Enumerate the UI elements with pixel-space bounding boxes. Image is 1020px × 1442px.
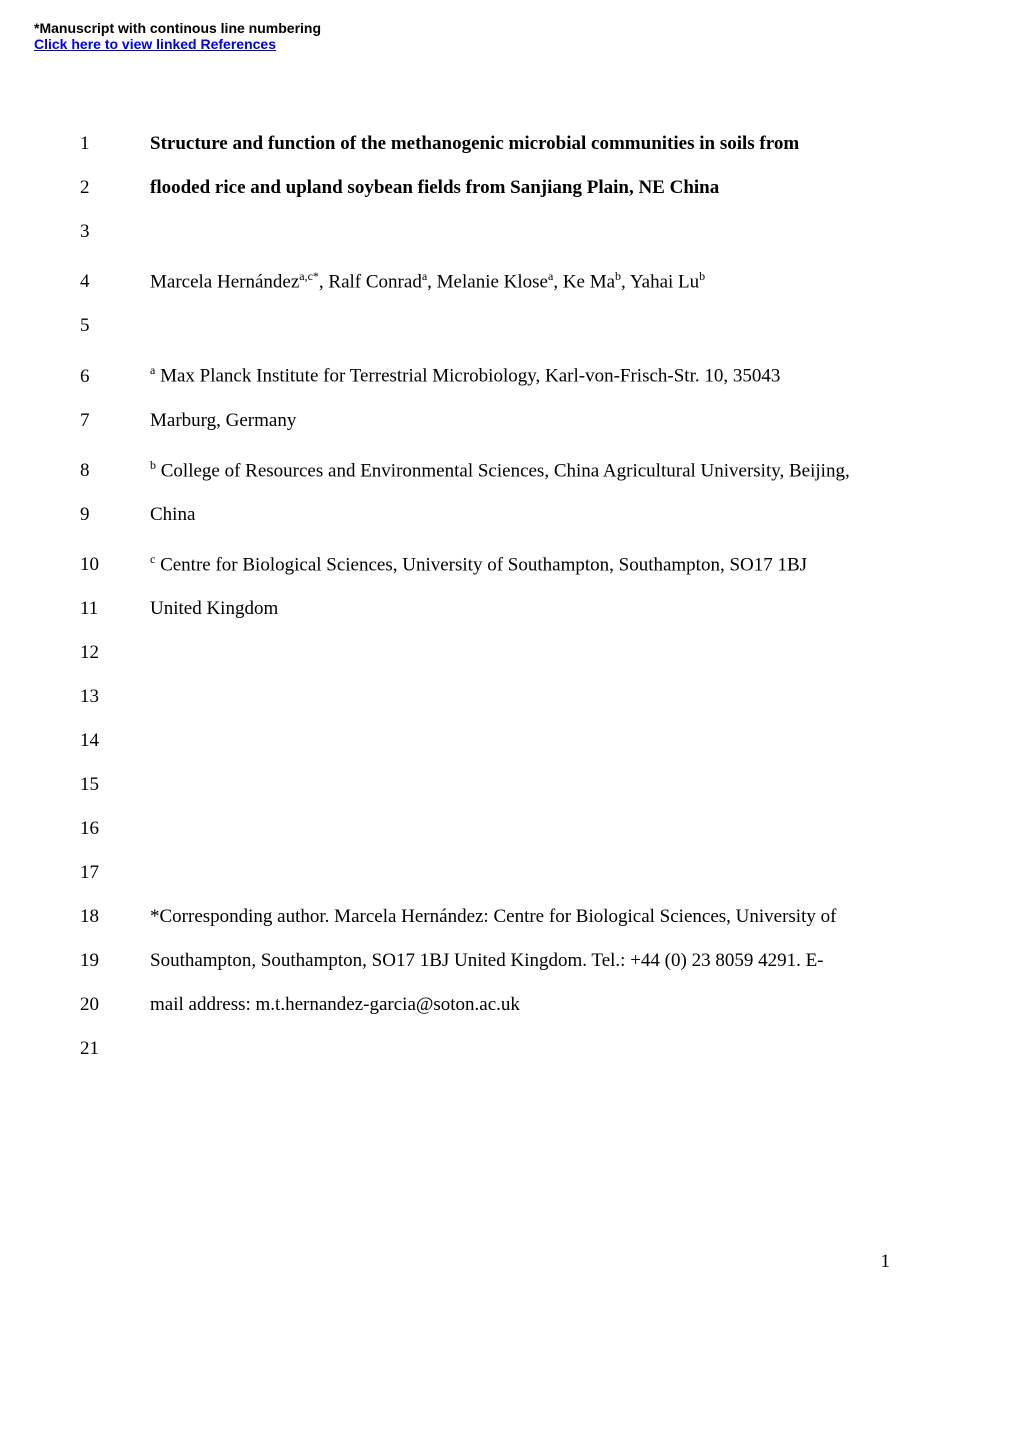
- manuscript-line: 18*Corresponding author. Marcela Hernánd…: [80, 895, 890, 939]
- manuscript-line: 3: [80, 210, 890, 254]
- manuscript-line: 21: [80, 1027, 890, 1071]
- line-content: a Max Planck Institute for Terrestrial M…: [150, 348, 890, 398]
- line-number: 13: [80, 675, 150, 719]
- manuscript-line: 15: [80, 763, 890, 807]
- line-number: 12: [80, 631, 150, 675]
- line-content: United Kingdom: [150, 587, 890, 631]
- line-number: 3: [80, 210, 150, 254]
- manuscript-line: 16: [80, 807, 890, 851]
- manuscript-line: 9China: [80, 493, 890, 537]
- manuscript-line: 17: [80, 851, 890, 895]
- line-number: 19: [80, 939, 150, 983]
- manuscript-line: 20mail address: m.t.hernandez-garcia@sot…: [80, 983, 890, 1027]
- manuscript-line: 1Structure and function of the methanoge…: [80, 122, 890, 166]
- line-number: 11: [80, 587, 150, 631]
- line-content: Southampton, Southampton, SO17 1BJ Unite…: [150, 939, 890, 983]
- line-content: Structure and function of the methanogen…: [150, 122, 890, 166]
- manuscript-line: 10c Centre for Biological Sciences, Univ…: [80, 537, 890, 587]
- manuscript-header-meta: *Manuscript with continous line numberin…: [0, 0, 1020, 52]
- line-content: China: [150, 493, 890, 537]
- manuscript-line: 7Marburg, Germany: [80, 399, 890, 443]
- manuscript-line: 12: [80, 631, 890, 675]
- line-content: *Corresponding author. Marcela Hernández…: [150, 895, 890, 939]
- line-number: 7: [80, 399, 150, 443]
- line-number: 6: [80, 355, 150, 399]
- line-content: Marburg, Germany: [150, 399, 890, 443]
- line-number: 20: [80, 983, 150, 1027]
- page-number: 1: [0, 1111, 1020, 1273]
- line-number: 9: [80, 493, 150, 537]
- line-number: 4: [80, 260, 150, 304]
- manuscript-line: 14: [80, 719, 890, 763]
- manuscript-line: 5: [80, 304, 890, 348]
- meta-continuous-numbering: *Manuscript with continous line numberin…: [34, 20, 1020, 36]
- line-content: mail address: m.t.hernandez-garcia@soton…: [150, 983, 890, 1027]
- numbered-lines-container: 1Structure and function of the methanoge…: [80, 122, 890, 1071]
- line-number: 5: [80, 304, 150, 348]
- line-number: 17: [80, 851, 150, 895]
- line-number: 18: [80, 895, 150, 939]
- manuscript-line: 2flooded rice and upland soybean fields …: [80, 166, 890, 210]
- manuscript-page: 1Structure and function of the methanoge…: [0, 52, 1020, 1111]
- manuscript-line: 8b College of Resources and Environmenta…: [80, 443, 890, 493]
- line-content: c Centre for Biological Sciences, Univer…: [150, 537, 890, 587]
- line-content: Marcela Hernándeza,c*, Ralf Conrada, Mel…: [150, 254, 890, 304]
- linked-references-link[interactable]: Click here to view linked References: [34, 36, 1020, 52]
- line-number: 14: [80, 719, 150, 763]
- line-content: b College of Resources and Environmental…: [150, 443, 890, 493]
- line-number: 2: [80, 166, 150, 210]
- line-number: 16: [80, 807, 150, 851]
- manuscript-line: 4Marcela Hernándeza,c*, Ralf Conrada, Me…: [80, 254, 890, 304]
- manuscript-line: 13: [80, 675, 890, 719]
- line-number: 15: [80, 763, 150, 807]
- line-number: 8: [80, 449, 150, 493]
- line-number: 21: [80, 1027, 150, 1071]
- manuscript-line: 19Southampton, Southampton, SO17 1BJ Uni…: [80, 939, 890, 983]
- line-content: flooded rice and upland soybean fields f…: [150, 166, 890, 210]
- line-number: 1: [80, 122, 150, 166]
- manuscript-line: 11United Kingdom: [80, 587, 890, 631]
- line-number: 10: [80, 543, 150, 587]
- manuscript-line: 6a Max Planck Institute for Terrestrial …: [80, 348, 890, 398]
